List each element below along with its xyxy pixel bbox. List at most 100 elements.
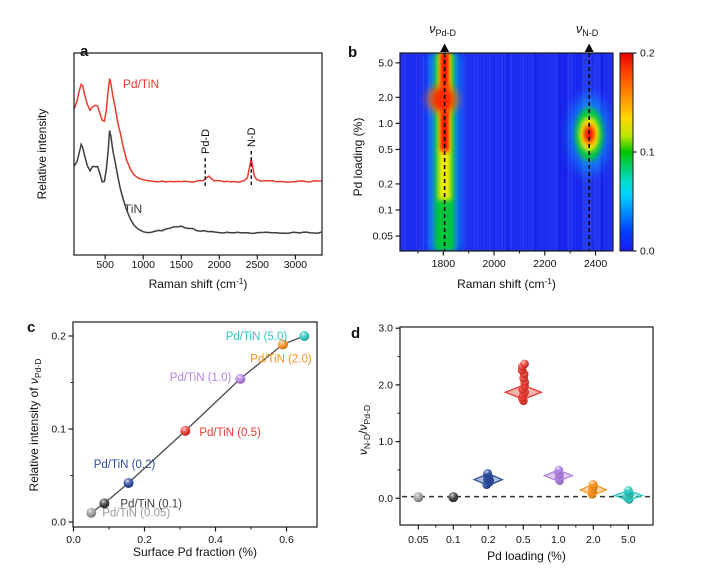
heatmap-streak <box>407 53 410 251</box>
heatmap-streak <box>510 53 513 251</box>
heatmap-streak <box>425 53 428 251</box>
tick-label: 0.1 <box>378 205 393 217</box>
heatmap-streak <box>564 53 567 251</box>
point-label: Pd/TiN (0.05) <box>102 508 170 520</box>
heatmap-streak <box>543 53 546 251</box>
heatmap-streak <box>513 53 516 251</box>
point-label: Pd/TiN (5.0) <box>226 331 288 343</box>
heatmap-streak <box>500 53 503 251</box>
tick-label: 5.0 <box>378 57 393 69</box>
violin-diamond <box>542 469 575 482</box>
heatmap-streak <box>561 53 564 251</box>
heatmap-streak <box>464 53 467 251</box>
tick-label: 3000 <box>284 259 308 271</box>
heatmap-streak <box>549 53 552 251</box>
tick-label: 0.1 <box>51 424 66 436</box>
violin-diamond <box>578 483 608 497</box>
point-label: Pd/TiN (2.0) <box>250 353 312 365</box>
heatmap-streak <box>507 53 510 251</box>
heatmap-streak <box>558 53 561 251</box>
colorbar-label: 0.0 <box>640 246 655 258</box>
tick-label: 0.5 <box>516 534 531 546</box>
tick-label: 2000 <box>482 258 506 270</box>
heatmap-streak <box>410 53 413 251</box>
data-point <box>86 507 97 518</box>
tick-label: 2200 <box>533 258 557 270</box>
heatmap-streak <box>401 53 403 251</box>
tick-label: 2.0 <box>378 92 393 104</box>
heatmap-streak <box>461 53 464 251</box>
heatmap <box>400 53 613 251</box>
violin-diamond <box>503 384 544 400</box>
heatmap-streak <box>528 53 531 251</box>
tick-label: 0.05 <box>408 534 429 546</box>
tick-label: 1800 <box>432 258 456 270</box>
axis-label-x: Raman shift (cm-1) <box>149 276 248 291</box>
heatmap-streak <box>555 53 558 251</box>
tick-label: 2000 <box>208 259 232 271</box>
curve-label-pd-tin: Pd/TiN <box>123 77 159 91</box>
panel-c: Pd/TiN (0.05)Pd/TiN (0.1) Pd/TiN (0.2) Pd/… <box>27 321 318 559</box>
heatmap-streak <box>422 53 425 251</box>
panel-letter-a: a <box>80 43 89 60</box>
tick-label: 0.2 <box>378 178 393 190</box>
heatmap-streak <box>470 53 473 251</box>
panel-letter-c: c <box>27 319 36 336</box>
violin-diamond <box>612 489 645 502</box>
tick-label: 1.0 <box>378 436 393 448</box>
tick-label: 0.2 <box>481 534 496 546</box>
heatmap-streak <box>488 53 491 251</box>
panel-a-frame <box>73 52 323 256</box>
heatmap-streak <box>482 53 485 251</box>
panel-b: νPd-D νN-D 1800 2000 2200 2400 5.0 2.0 1.0 0.5 0.2… <box>351 22 655 291</box>
point-label: Pd/TiN (0.1) <box>120 498 182 510</box>
heatmap-streak <box>467 53 470 251</box>
data-dot <box>520 359 529 369</box>
curve-label-tin: TiN <box>124 202 142 216</box>
heatmap-streak <box>413 53 416 251</box>
heatmap-streak <box>522 53 525 251</box>
tick-label: 1500 <box>170 259 194 271</box>
heatmap-streak <box>491 53 494 251</box>
tick-label: 0.4 <box>208 534 223 546</box>
data-point <box>448 492 459 503</box>
nu-peak-label: νN-D <box>576 22 599 38</box>
colorbar-label: 0.2 <box>640 48 655 60</box>
tick-label: 3.0 <box>378 323 393 335</box>
tick-label: 1.0 <box>551 534 566 546</box>
panel-b-frame <box>399 52 614 252</box>
panel-letter-b: b <box>348 44 358 61</box>
tick-label: 5.0 <box>621 534 636 546</box>
panel-d-frame <box>399 326 654 526</box>
data-point <box>299 331 310 341</box>
heatmap-streak <box>416 53 419 251</box>
tick-label: 2500 <box>246 259 270 271</box>
heatmap-streak <box>567 53 570 251</box>
annotation-label: N-D <box>246 127 258 147</box>
tick-label: 500 <box>96 259 114 271</box>
heatmap-streak <box>607 53 610 251</box>
heatmap-streak <box>552 53 555 251</box>
colorbar-label: 0.1 <box>640 147 655 159</box>
axis-label-y: νN-D/νPd-D <box>356 405 372 455</box>
tick-label: 2.0 <box>586 534 601 546</box>
tick-label: 0.1 <box>446 534 461 546</box>
panel-letter-d: d <box>351 325 361 342</box>
data-point <box>99 498 110 509</box>
arrow-up-icon <box>440 43 450 52</box>
arrow-up-icon <box>584 43 594 52</box>
heatmap-streak <box>516 53 519 251</box>
heatmap-streak <box>497 53 500 251</box>
heatmap-streak <box>479 53 482 251</box>
heatmap-streak <box>546 53 549 251</box>
data-point <box>413 492 424 503</box>
heatmap-streak <box>494 53 497 251</box>
spectrum-pd-tin <box>74 78 322 183</box>
heatmap-streak <box>519 53 522 251</box>
axis-label-y: Relative intensity of νPd-D <box>27 358 43 491</box>
tick-label: 2400 <box>584 258 608 270</box>
axis-label-x: Raman shift (cm-1) <box>457 276 556 291</box>
tick-label: 0.0 <box>66 534 81 546</box>
tick-label: 0.05 <box>373 231 394 243</box>
